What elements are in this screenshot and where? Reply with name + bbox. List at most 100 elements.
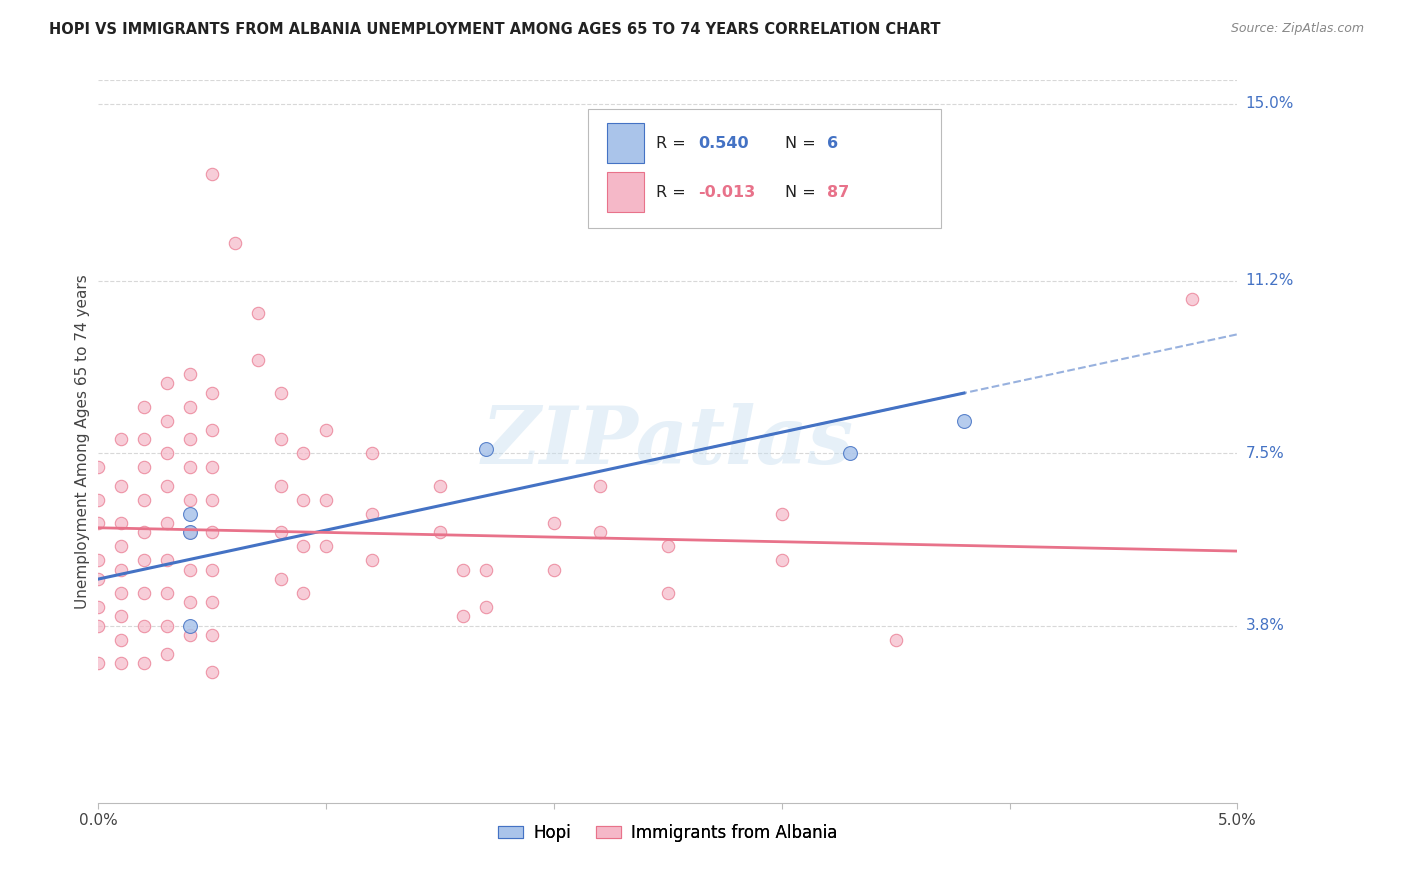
Point bbox=[132, 586, 155, 600]
Point bbox=[474, 563, 496, 577]
Bar bbox=[607, 172, 644, 212]
Point bbox=[132, 525, 155, 540]
Point bbox=[179, 618, 201, 632]
Point bbox=[132, 492, 155, 507]
Point bbox=[292, 492, 315, 507]
Text: ZIPatlas: ZIPatlas bbox=[482, 403, 853, 480]
Text: 7.5%: 7.5% bbox=[1246, 446, 1284, 460]
Point bbox=[179, 400, 201, 414]
Text: HOPI VS IMMIGRANTS FROM ALBANIA UNEMPLOYMENT AMONG AGES 65 TO 74 YEARS CORRELATI: HOPI VS IMMIGRANTS FROM ALBANIA UNEMPLOY… bbox=[49, 22, 941, 37]
Point bbox=[132, 400, 155, 414]
Point bbox=[884, 632, 907, 647]
Point bbox=[179, 628, 201, 642]
Point bbox=[270, 572, 292, 586]
Point bbox=[179, 492, 201, 507]
Text: 3.8%: 3.8% bbox=[1246, 618, 1285, 633]
Point bbox=[87, 460, 110, 475]
Bar bbox=[607, 123, 644, 163]
Point bbox=[588, 479, 610, 493]
Point bbox=[201, 167, 224, 181]
Point bbox=[110, 432, 132, 446]
Text: N =: N = bbox=[785, 136, 821, 151]
Point bbox=[179, 432, 201, 446]
Point bbox=[179, 460, 201, 475]
Point bbox=[315, 423, 337, 437]
Point bbox=[474, 442, 496, 456]
Point bbox=[201, 665, 224, 680]
Point bbox=[839, 446, 862, 460]
Point bbox=[179, 563, 201, 577]
Point bbox=[179, 595, 201, 609]
Point bbox=[201, 628, 224, 642]
Text: 6: 6 bbox=[827, 136, 838, 151]
Text: R =: R = bbox=[657, 136, 692, 151]
Point bbox=[201, 563, 224, 577]
Point bbox=[110, 586, 132, 600]
Text: R =: R = bbox=[657, 185, 692, 200]
Text: 11.2%: 11.2% bbox=[1246, 273, 1294, 288]
Point bbox=[156, 553, 179, 567]
Point bbox=[110, 632, 132, 647]
Point bbox=[156, 647, 179, 661]
Point bbox=[953, 413, 976, 427]
Point bbox=[110, 540, 132, 554]
Point bbox=[156, 376, 179, 391]
Point bbox=[132, 460, 155, 475]
Point bbox=[87, 492, 110, 507]
Point bbox=[132, 618, 155, 632]
Point bbox=[87, 656, 110, 670]
Point bbox=[292, 540, 315, 554]
Point bbox=[110, 609, 132, 624]
Point bbox=[156, 516, 179, 530]
Point bbox=[770, 553, 793, 567]
Point bbox=[588, 525, 610, 540]
Text: -0.013: -0.013 bbox=[699, 185, 756, 200]
Point bbox=[451, 609, 474, 624]
Point bbox=[179, 525, 201, 540]
Point bbox=[474, 600, 496, 615]
Point bbox=[201, 525, 224, 540]
Point bbox=[179, 367, 201, 381]
Point bbox=[270, 479, 292, 493]
Point bbox=[156, 618, 179, 632]
Legend: Hopi, Immigrants from Albania: Hopi, Immigrants from Albania bbox=[492, 817, 844, 848]
Point bbox=[543, 516, 565, 530]
Point bbox=[270, 385, 292, 400]
Point bbox=[292, 586, 315, 600]
Point bbox=[429, 479, 451, 493]
FancyBboxPatch shape bbox=[588, 109, 941, 228]
Point bbox=[770, 507, 793, 521]
Point bbox=[87, 516, 110, 530]
Point bbox=[657, 586, 679, 600]
Point bbox=[657, 540, 679, 554]
Point bbox=[179, 507, 201, 521]
Point bbox=[315, 540, 337, 554]
Point bbox=[270, 432, 292, 446]
Point bbox=[543, 563, 565, 577]
Point bbox=[270, 525, 292, 540]
Text: 15.0%: 15.0% bbox=[1246, 96, 1294, 112]
Text: N =: N = bbox=[785, 185, 821, 200]
Point bbox=[246, 306, 269, 320]
Text: 87: 87 bbox=[827, 185, 849, 200]
Point bbox=[110, 479, 132, 493]
Point bbox=[201, 423, 224, 437]
Point bbox=[292, 446, 315, 460]
Point bbox=[201, 492, 224, 507]
Point bbox=[132, 432, 155, 446]
Point bbox=[179, 525, 201, 540]
Point bbox=[87, 572, 110, 586]
Point bbox=[87, 553, 110, 567]
Point bbox=[132, 553, 155, 567]
Point bbox=[110, 563, 132, 577]
Point bbox=[246, 353, 269, 368]
Point bbox=[1181, 293, 1204, 307]
Point bbox=[87, 618, 110, 632]
Point bbox=[451, 563, 474, 577]
Point bbox=[360, 553, 382, 567]
Point bbox=[360, 507, 382, 521]
Point bbox=[156, 479, 179, 493]
Text: 0.540: 0.540 bbox=[699, 136, 749, 151]
Point bbox=[315, 492, 337, 507]
Point bbox=[224, 236, 246, 251]
